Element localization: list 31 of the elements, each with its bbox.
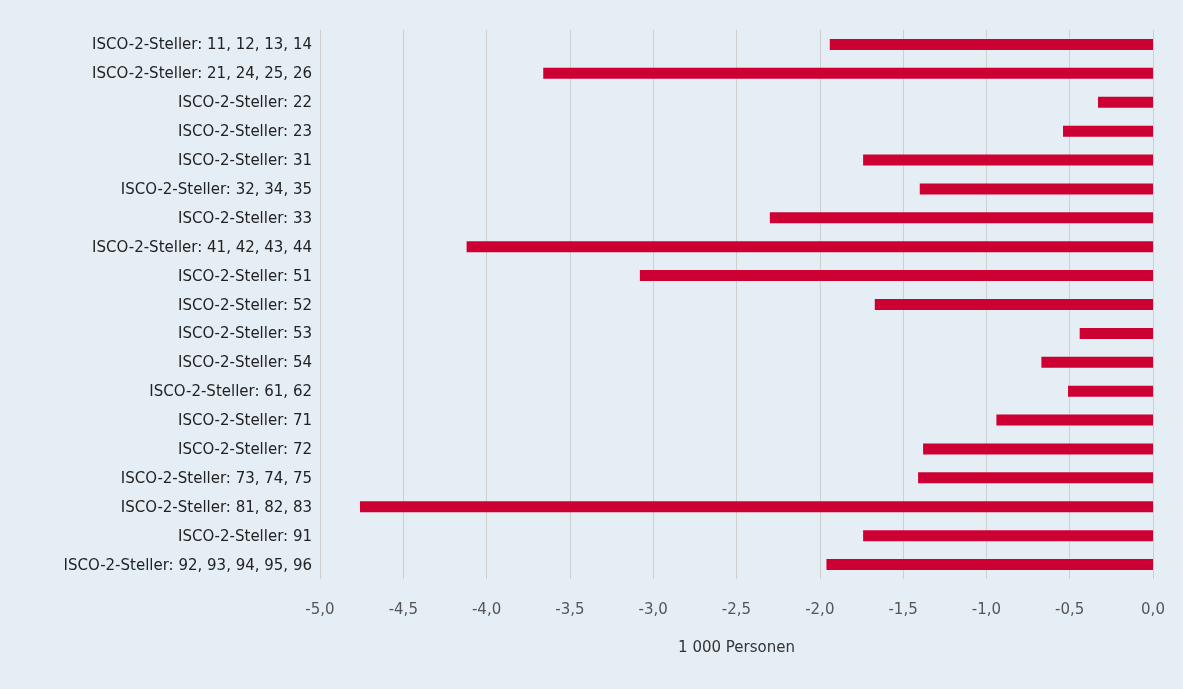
x-tick-label: -4,0 xyxy=(471,599,502,618)
x-tick-label: -1,0 xyxy=(971,599,1002,618)
x-tick-label: -1,5 xyxy=(888,599,918,618)
y-tick-label: ISCO-2-Steller: 81, 82, 83 xyxy=(120,497,312,516)
x-axis-title: 1 000 Personen xyxy=(678,637,795,656)
x-tick-label: -2,0 xyxy=(805,599,835,618)
y-tick-label: ISCO-2-Steller: 22 xyxy=(177,93,312,112)
x-tick-label: -3,0 xyxy=(638,599,668,618)
y-tick-label: ISCO-2-Steller: 33 xyxy=(177,208,312,227)
y-tick-label: ISCO-2-Steller: 92, 93, 94, 95, 96 xyxy=(63,555,312,574)
y-tick-label: ISCO-2-Steller: 72 xyxy=(177,439,312,458)
y-tick-label: ISCO-2-Steller: 31 xyxy=(177,151,312,170)
y-tick-label: ISCO-2-Steller: 52 xyxy=(177,295,312,314)
x-tick-label: -0,5 xyxy=(1055,599,1085,618)
y-tick-label: ISCO-2-Steller: 32, 34, 35 xyxy=(120,179,312,198)
y-tick-label: ISCO-2-Steller: 53 xyxy=(177,324,312,343)
y-tick-label: ISCO-2-Steller: 91 xyxy=(177,526,312,545)
y-tick-label: ISCO-2-Steller: 21, 24, 25, 26 xyxy=(92,64,312,83)
x-tick-label: -3,5 xyxy=(555,599,585,618)
x-tick-label: 0,0 xyxy=(1141,599,1165,618)
y-tick-label: ISCO-2-Steller: 23 xyxy=(177,122,312,141)
y-tick-label: ISCO-2-Steller: 54 xyxy=(177,353,312,372)
y-tick-label: ISCO-2-Steller: 61, 62 xyxy=(149,382,312,401)
y-tick-label: ISCO-2-Steller: 51 xyxy=(177,266,312,285)
x-tick-label: -4,5 xyxy=(388,599,418,618)
y-tick-label: ISCO-2-Steller: 73, 74, 75 xyxy=(120,468,312,487)
y-tick-label: ISCO-2-Steller: 41, 42, 43, 44 xyxy=(92,237,312,256)
y-tick-label: ISCO-2-Steller: 71 xyxy=(177,411,312,430)
y-tick-label: ISCO-2-Steller: 11, 12, 13, 14 xyxy=(92,35,312,54)
x-tick-label: -5,0 xyxy=(305,599,335,618)
x-tick-label: -2,5 xyxy=(721,599,752,618)
